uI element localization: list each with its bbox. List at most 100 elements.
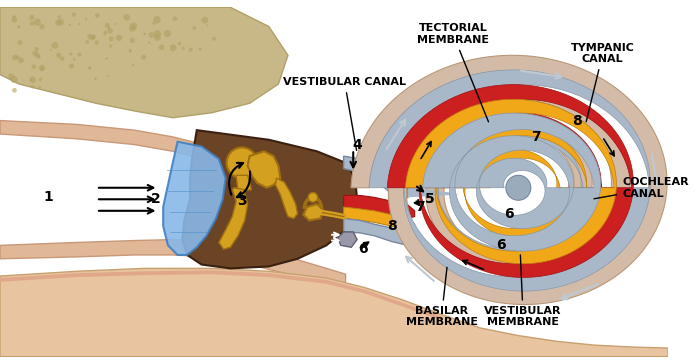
Text: 8: 8	[572, 114, 582, 127]
Polygon shape	[0, 240, 345, 290]
Circle shape	[187, 345, 193, 351]
Circle shape	[45, 302, 50, 307]
Circle shape	[123, 14, 130, 21]
Circle shape	[87, 34, 93, 39]
Polygon shape	[338, 232, 357, 247]
Polygon shape	[0, 120, 345, 194]
Circle shape	[17, 25, 20, 28]
Text: 4: 4	[352, 138, 362, 151]
Circle shape	[333, 343, 337, 347]
Circle shape	[105, 57, 108, 60]
Circle shape	[257, 339, 261, 343]
Circle shape	[31, 64, 36, 69]
Circle shape	[33, 19, 41, 26]
Polygon shape	[276, 178, 298, 218]
Text: 2: 2	[150, 192, 160, 206]
Circle shape	[157, 321, 161, 324]
Polygon shape	[406, 99, 617, 264]
Text: 6: 6	[358, 242, 367, 256]
Text: TECTORIAL
MEMBRANE: TECTORIAL MEMBRANE	[417, 23, 489, 122]
Circle shape	[10, 76, 17, 83]
Circle shape	[206, 24, 208, 27]
Circle shape	[30, 79, 32, 81]
Circle shape	[103, 33, 106, 36]
Text: 7: 7	[531, 130, 540, 144]
Circle shape	[192, 26, 196, 30]
Polygon shape	[422, 113, 601, 251]
Circle shape	[202, 17, 208, 24]
Circle shape	[95, 333, 102, 340]
Circle shape	[107, 28, 113, 33]
Circle shape	[177, 42, 182, 46]
Circle shape	[52, 42, 58, 49]
Circle shape	[163, 316, 169, 323]
Circle shape	[116, 343, 121, 349]
Circle shape	[47, 305, 50, 309]
Circle shape	[88, 66, 92, 70]
Circle shape	[102, 336, 105, 339]
Circle shape	[12, 88, 17, 93]
Text: 6: 6	[496, 238, 506, 252]
Circle shape	[105, 327, 111, 332]
Circle shape	[57, 15, 61, 19]
Circle shape	[148, 41, 150, 44]
Circle shape	[182, 47, 185, 50]
Circle shape	[107, 26, 110, 29]
Text: 5: 5	[425, 192, 435, 206]
Circle shape	[72, 344, 77, 349]
Circle shape	[236, 331, 242, 336]
Polygon shape	[303, 204, 322, 220]
Circle shape	[18, 58, 24, 63]
Circle shape	[152, 22, 155, 25]
Circle shape	[194, 321, 198, 326]
Text: VESTIBULAR CANAL: VESTIBULAR CANAL	[283, 77, 406, 150]
Polygon shape	[351, 55, 667, 305]
Circle shape	[320, 339, 325, 343]
Circle shape	[206, 339, 209, 343]
Circle shape	[159, 44, 164, 50]
Circle shape	[30, 21, 34, 26]
Polygon shape	[248, 151, 280, 188]
Circle shape	[226, 147, 258, 178]
Text: COCHLEAR
CANAL: COCHLEAR CANAL	[594, 177, 688, 199]
Polygon shape	[0, 270, 441, 320]
Text: 6: 6	[504, 207, 514, 221]
Circle shape	[38, 86, 42, 89]
Circle shape	[86, 40, 89, 44]
Circle shape	[215, 319, 219, 323]
Polygon shape	[0, 268, 668, 357]
Circle shape	[95, 13, 100, 18]
Text: 3: 3	[237, 194, 246, 208]
Text: TYMPANIC
CANAL: TYMPANIC CANAL	[571, 43, 635, 122]
Circle shape	[55, 20, 61, 26]
Circle shape	[60, 56, 65, 61]
Circle shape	[96, 317, 100, 320]
Circle shape	[150, 317, 155, 322]
Circle shape	[204, 346, 207, 349]
Circle shape	[11, 16, 17, 23]
Circle shape	[79, 328, 82, 332]
Circle shape	[107, 75, 109, 77]
Circle shape	[129, 38, 135, 43]
Circle shape	[143, 337, 149, 342]
Circle shape	[333, 331, 338, 336]
Circle shape	[77, 52, 82, 57]
Circle shape	[29, 15, 35, 20]
Circle shape	[81, 327, 86, 332]
Circle shape	[95, 40, 99, 45]
Polygon shape	[408, 188, 459, 197]
Circle shape	[170, 44, 177, 51]
Circle shape	[269, 325, 275, 330]
Circle shape	[73, 304, 78, 309]
Circle shape	[20, 299, 22, 301]
Circle shape	[198, 48, 202, 51]
Circle shape	[35, 54, 40, 58]
Circle shape	[109, 36, 113, 41]
Circle shape	[143, 32, 146, 35]
Polygon shape	[236, 175, 251, 191]
Circle shape	[104, 23, 109, 28]
Circle shape	[72, 12, 76, 17]
Circle shape	[193, 304, 200, 311]
Circle shape	[130, 23, 137, 29]
Circle shape	[141, 55, 146, 60]
